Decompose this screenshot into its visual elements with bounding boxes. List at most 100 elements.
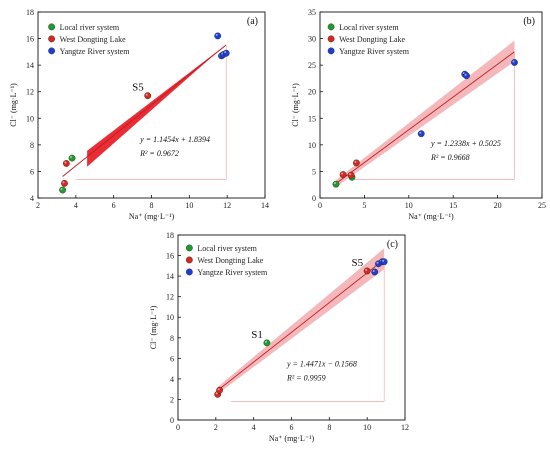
point-highlight	[349, 173, 352, 176]
legend-label: Local river system	[197, 244, 257, 253]
data-point	[222, 49, 230, 57]
y-tick-label: 35	[308, 8, 316, 17]
legend-marker	[48, 47, 56, 55]
data-point	[61, 179, 68, 187]
data-point	[214, 32, 222, 40]
data-point	[62, 160, 70, 167]
point-highlight	[365, 268, 368, 271]
data-point	[68, 154, 76, 162]
legend-label: Local river system	[339, 23, 399, 32]
y-tick-label: 16	[166, 252, 174, 261]
regression-line	[62, 44, 227, 177]
point-annotation: S5	[352, 257, 364, 269]
confidence-band	[335, 40, 515, 188]
legend-marker	[327, 47, 335, 55]
point-annotation: S5	[132, 82, 144, 94]
x-tick-label: 2	[36, 201, 40, 210]
x-tick-label: 8	[327, 423, 331, 432]
point-highlight	[215, 392, 218, 395]
legend-marker	[48, 23, 56, 31]
point-highlight	[64, 161, 67, 164]
y-tick-label: 4	[30, 194, 34, 203]
point-highlight	[333, 182, 336, 185]
y-tick-label: 12	[26, 88, 34, 97]
y-tick-label: 16	[26, 35, 34, 44]
y-tick-label: 15	[308, 114, 316, 123]
point-highlight	[60, 188, 63, 191]
y-axis-label: Cl⁻ (mg·L⁻¹)	[9, 83, 18, 127]
x-tick-label: 10	[185, 201, 193, 210]
x-tick-label: 8	[150, 201, 154, 210]
data-point	[353, 159, 360, 167]
fit-r-squared: R² = 0.9668	[430, 153, 470, 162]
point-highlight	[215, 33, 218, 36]
x-axis-label: Na⁺ (mg·L⁻¹)	[269, 434, 315, 443]
x-tick-label: 0	[318, 201, 322, 210]
y-tick-label: 18	[26, 8, 34, 17]
legend-label: Yangtze River system	[60, 47, 131, 56]
legend-label: West Dongting Lake	[197, 256, 263, 265]
data-point	[511, 59, 518, 66]
plot-frame	[319, 11, 543, 199]
point-highlight	[382, 259, 385, 262]
data-point	[371, 268, 379, 276]
point-highlight	[224, 51, 227, 54]
x-tick-label: 6	[112, 201, 116, 210]
legend-label: Yangtze River system	[197, 268, 268, 277]
legend-marker	[185, 244, 193, 252]
data-point	[144, 92, 152, 100]
point-highlight	[145, 93, 148, 96]
point-highlight	[512, 60, 515, 63]
fit-r-squared: R² = 0.9672	[139, 149, 179, 158]
x-tick-label: 15	[449, 201, 457, 210]
x-tick-label: 10	[363, 423, 371, 432]
data-point	[347, 171, 355, 179]
x-tick-label: 4	[74, 201, 78, 210]
x-tick-label: 12	[401, 423, 409, 432]
x-axis-label: Na⁺ (mg·L⁻¹)	[129, 212, 175, 221]
legend-label: West Dongting Lake	[60, 35, 126, 44]
point-highlight	[62, 181, 65, 184]
x-tick-label: 4	[252, 423, 256, 432]
x-tick-label: 12	[223, 201, 231, 210]
point-highlight	[217, 388, 220, 391]
data-point	[463, 72, 470, 80]
y-tick-label: 2	[170, 395, 174, 404]
panel-label: (b)	[523, 16, 535, 27]
regression-line	[217, 259, 385, 391]
point-highlight	[372, 270, 375, 272]
y-tick-label: 20	[308, 88, 316, 97]
y-tick-label: 5	[312, 167, 316, 176]
point-highlight	[354, 160, 357, 163]
y-axis-label: Cl⁻ (mg·L⁻¹)	[291, 83, 300, 127]
fit-equation: y = 1.2338x + 0.5025	[430, 139, 501, 148]
y-tick-label: 10	[26, 114, 34, 123]
chart-panel-3: 0 2 4 6 8 10 12 0 2 4 6 8 10 12 14 16 18 Na⁺ (mg·L⁻¹) Cl⁻ …	[149, 231, 409, 443]
legend-marker	[185, 268, 193, 276]
y-tick-label: 8	[170, 334, 174, 343]
x-tick-label: 25	[538, 201, 546, 210]
x-tick-label: 0	[176, 423, 180, 432]
y-tick-label: 10	[166, 313, 174, 322]
y-tick-label: 0	[312, 194, 316, 203]
regression-line	[335, 51, 515, 184]
y-tick-label: 25	[308, 61, 316, 70]
y-tick-label: 14	[26, 61, 34, 70]
legend-label: Yangtze River system	[339, 47, 410, 56]
y-tick-label: 4	[170, 375, 174, 384]
point-highlight	[70, 156, 73, 159]
data-point	[263, 339, 271, 347]
y-tick-label: 18	[166, 231, 174, 240]
y-tick-label: 12	[166, 293, 174, 302]
data-point	[363, 267, 371, 275]
chart-panel-2: 0 5 10 15 20 25 0 5 10 15 20 25 30 35 Na⁺ (mg·L⁻¹) Cl⁻ …	[291, 8, 546, 221]
legend-marker	[327, 35, 335, 43]
fit-equation: y = 1.1454x + 1.8394	[139, 135, 210, 144]
y-axis-label: Cl⁻ (mg·L⁻¹)	[149, 305, 158, 349]
point-annotation: S1	[251, 329, 263, 341]
point-highlight	[341, 172, 344, 175]
legend-marker	[327, 23, 335, 31]
point-highlight	[464, 73, 467, 76]
x-tick-label: 20	[494, 201, 502, 210]
